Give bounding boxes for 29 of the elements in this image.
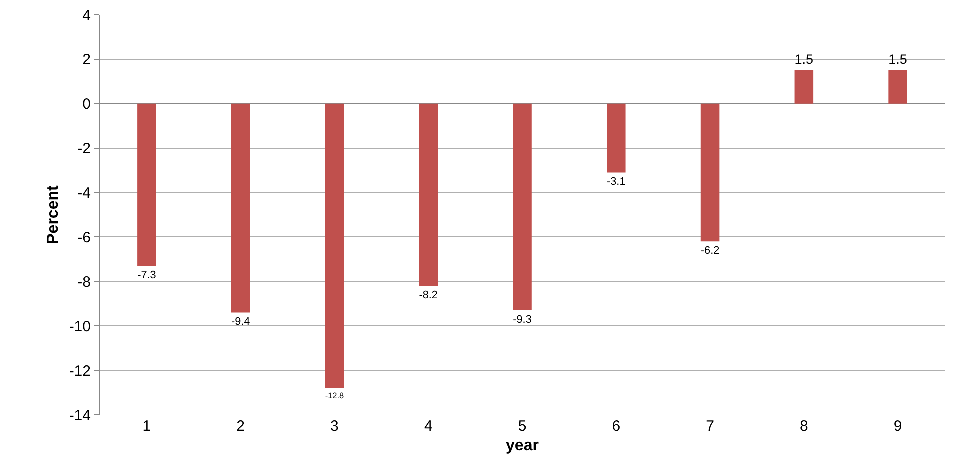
data-label: -9.4 — [231, 316, 250, 328]
data-label: -7.3 — [138, 270, 156, 282]
y-tick-label: -2 — [78, 140, 91, 158]
x-tick-label: 7 — [706, 418, 714, 435]
y-tick-label: 0 — [82, 96, 91, 114]
x-tick-label: 8 — [800, 418, 808, 435]
x-tick-label: 3 — [330, 418, 339, 435]
y-tick-label: -12 — [69, 362, 91, 380]
x-tick-label: 4 — [424, 418, 433, 435]
x-tick-label: 2 — [236, 418, 245, 435]
y-tick-label: -8 — [78, 274, 91, 291]
data-label: 1.5 — [794, 52, 814, 67]
data-label: -3.1 — [607, 176, 626, 188]
data-label: -9.3 — [513, 314, 532, 326]
x-tick-label: 6 — [612, 418, 621, 435]
y-tick-label: -6 — [78, 229, 91, 246]
y-tick-label: -4 — [78, 185, 91, 202]
x-axis-title: year — [506, 438, 539, 455]
y-tick-label: -14 — [69, 407, 91, 424]
x-tick-label: 9 — [894, 418, 902, 435]
y-tick-label: 2 — [82, 52, 91, 69]
y-tick-label: 4 — [82, 7, 91, 24]
x-tick-label: 1 — [142, 418, 152, 435]
y-tick-label: -10 — [69, 318, 91, 336]
y-axis-title: Percent — [45, 184, 62, 244]
x-tick-label: 5 — [518, 418, 527, 435]
data-label: -6.2 — [700, 245, 720, 258]
data-label: -8.2 — [419, 290, 438, 302]
data-label: 1.5 — [888, 52, 908, 67]
